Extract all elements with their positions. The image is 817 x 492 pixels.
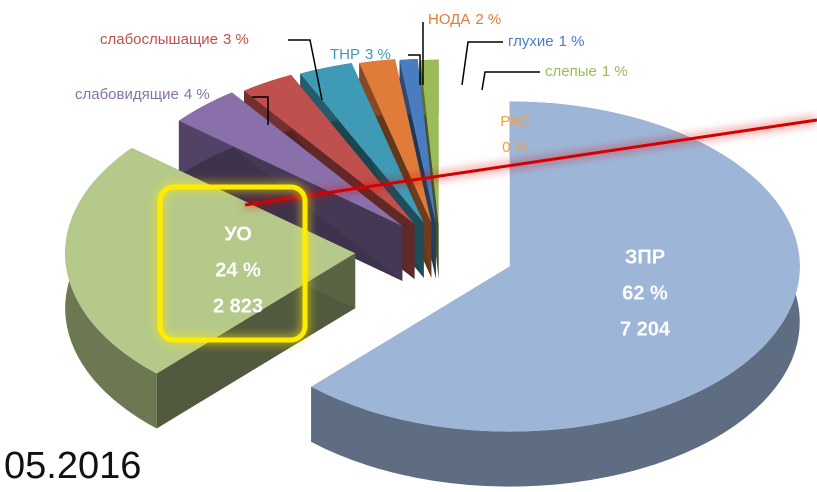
slice	[420, 59, 439, 225]
slice-label: слепые	[545, 63, 597, 80]
slice	[399, 59, 436, 224]
slice-label: УО	[224, 223, 252, 245]
slice	[178, 92, 403, 226]
slice	[65, 148, 356, 374]
value-label: 3 %	[365, 46, 391, 63]
value-label: 24 %	[215, 259, 261, 281]
count-label: 2 823	[213, 295, 263, 317]
highlight-box	[157, 184, 308, 343]
leader-line	[252, 96, 269, 125]
value-label: 1 %	[602, 63, 628, 80]
leader-line	[408, 54, 421, 85]
value-label: 3 %	[223, 31, 249, 48]
leader-line	[288, 39, 323, 101]
slice-label: слабовидящие	[75, 86, 179, 103]
slice-label: ЗПР	[625, 246, 665, 268]
slice-label: РАС	[500, 113, 530, 130]
count-label: 7 204	[620, 318, 671, 340]
labels: ЗПР 62 % 7 204 УО 24 % 2 823 слабовидящие 4 % сл…	[75, 11, 671, 340]
slice-wall	[311, 101, 800, 487]
slice-side	[178, 120, 403, 281]
slice-label: слабослышащие	[100, 31, 218, 48]
value-label: 0 %	[502, 139, 528, 156]
leader-line	[461, 41, 503, 86]
leader-line	[481, 71, 540, 91]
value-label: 1 %	[559, 33, 585, 50]
slice-label: НОДА	[428, 11, 470, 28]
slice	[359, 59, 432, 223]
slice-label: ТНР	[330, 46, 360, 63]
footer: 05.2016	[4, 445, 141, 487]
annotation-line	[244, 118, 817, 207]
value-label: 2 %	[475, 11, 501, 28]
value-label: 4 %	[184, 86, 210, 103]
slice-label: глухие	[508, 33, 554, 50]
value-label: 62 %	[622, 282, 668, 304]
slice	[311, 101, 800, 432]
